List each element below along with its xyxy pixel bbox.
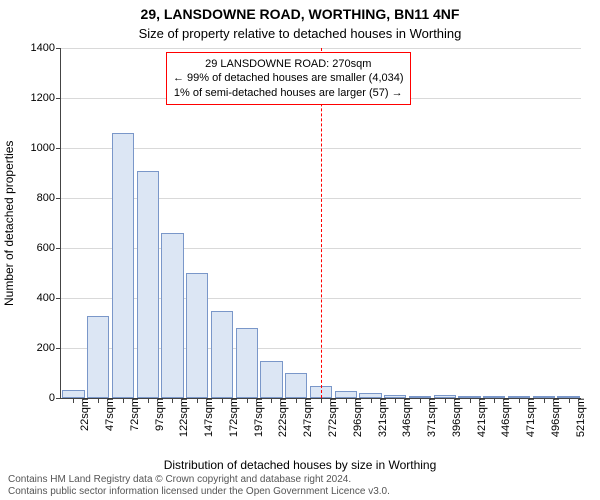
property-annotation-box: 29 LANSDOWNE ROAD: 270sqm← 99% of detach… [166, 52, 411, 105]
xtick-label: 197sqm [247, 398, 265, 437]
ytick-label: 600 [15, 242, 61, 254]
histogram-bar [211, 311, 233, 399]
histogram-bar [112, 133, 134, 398]
annotation-line: 29 LANSDOWNE ROAD: 270sqm [173, 57, 404, 71]
ytick-label: 1200 [15, 92, 61, 104]
xtick-label: 446sqm [494, 398, 512, 437]
histogram-bar [285, 373, 307, 398]
histogram-bar [186, 273, 208, 398]
annotation-line: 1% of semi-detached houses are larger (5… [173, 86, 404, 100]
histogram-bar [335, 391, 357, 399]
y-axis-label: Number of detached properties [2, 140, 16, 305]
ytick-label: 0 [15, 392, 61, 404]
xtick-label: 47sqm [98, 398, 116, 431]
chart-title-address: 29, LANSDOWNE ROAD, WORTHING, BN11 4NF [0, 6, 600, 22]
xtick-label: 22sqm [73, 398, 91, 431]
xtick-label: 396sqm [445, 398, 463, 437]
footer-line-1: Contains HM Land Registry data © Crown c… [8, 474, 592, 486]
histogram-bar [137, 171, 159, 399]
xtick-label: 371sqm [420, 398, 438, 437]
ytick-label: 1000 [15, 142, 61, 154]
xtick-label: 321sqm [371, 398, 389, 437]
xtick-label: 346sqm [395, 398, 413, 437]
histogram-bar [87, 316, 109, 399]
plot-area: 020040060080010001200140022sqm47sqm72sqm… [60, 48, 581, 399]
xtick-label: 147sqm [197, 398, 215, 437]
xtick-label: 172sqm [222, 398, 240, 437]
xtick-label: 222sqm [271, 398, 289, 437]
xtick-label: 296sqm [346, 398, 364, 437]
histogram-bar [260, 361, 282, 399]
xtick-label: 247sqm [296, 398, 314, 437]
ytick-label: 400 [15, 292, 61, 304]
x-axis-label: Distribution of detached houses by size … [0, 458, 600, 472]
histogram-bar [161, 233, 183, 398]
annotation-line: ← 99% of detached houses are smaller (4,… [173, 71, 404, 85]
xtick-label: 521sqm [569, 398, 587, 437]
ytick-label: 1400 [15, 42, 61, 54]
ytick-label: 800 [15, 192, 61, 204]
xtick-label: 72sqm [123, 398, 141, 431]
footer-line-2: Contains public sector information licen… [8, 486, 592, 498]
xtick-label: 272sqm [321, 398, 339, 437]
histogram-bar [236, 328, 258, 398]
xtick-label: 122sqm [172, 398, 190, 437]
xtick-label: 496sqm [544, 398, 562, 437]
footer-attribution: Contains HM Land Registry data © Crown c… [8, 474, 592, 498]
chart-subtitle: Size of property relative to detached ho… [0, 26, 600, 41]
xtick-label: 421sqm [470, 398, 488, 437]
histogram-bar [62, 390, 84, 398]
xtick-label: 471sqm [519, 398, 537, 437]
chart-container: 29, LANSDOWNE ROAD, WORTHING, BN11 4NF S… [0, 0, 600, 500]
ytick-label: 200 [15, 342, 61, 354]
xtick-label: 97sqm [148, 398, 166, 431]
